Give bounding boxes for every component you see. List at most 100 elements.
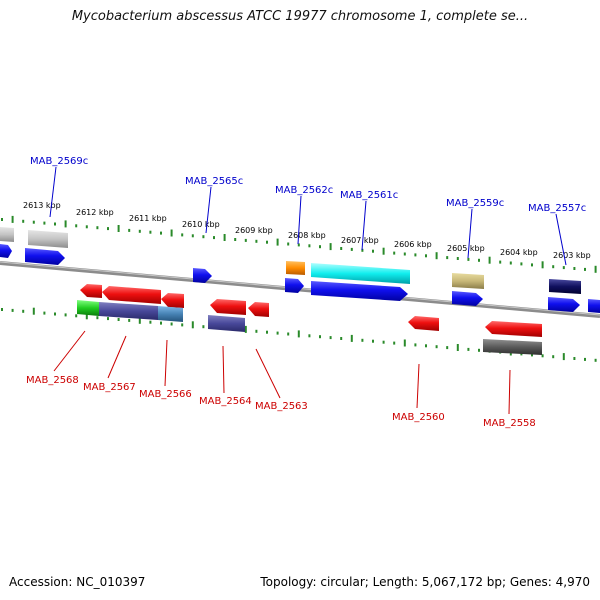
minor-tick	[297, 243, 300, 247]
gene-feature[interactable]	[0, 244, 12, 258]
ruler-label: 2607 kbp	[341, 236, 379, 245]
gene-feature[interactable]	[208, 315, 245, 332]
minor-tick	[96, 316, 99, 320]
minor-tick	[573, 357, 576, 360]
minor-tick	[403, 252, 406, 256]
gene-label-reverse[interactable]: MAB_2564	[199, 396, 252, 407]
minor-tick	[202, 325, 205, 329]
gene-feature[interactable]	[102, 286, 161, 304]
minor-tick	[276, 331, 279, 335]
gene-feature[interactable]	[548, 297, 580, 312]
major-tick	[562, 353, 565, 361]
minor-tick	[54, 312, 56, 316]
gene-feature[interactable]	[161, 293, 184, 308]
minor-tick	[531, 263, 533, 267]
minor-tick	[340, 247, 343, 250]
gene-feature[interactable]	[77, 300, 99, 316]
ruler-label: 2603 kbp	[553, 251, 591, 260]
minor-tick	[393, 251, 396, 255]
major-tick	[382, 247, 385, 255]
minor-tick	[287, 332, 290, 336]
minor-tick	[478, 348, 480, 352]
gene-feature[interactable]	[99, 302, 158, 320]
gene-feature[interactable]	[80, 284, 102, 298]
minor-tick	[393, 341, 396, 345]
ruler-label: 2612 kbp	[76, 208, 114, 217]
gene-feature[interactable]	[286, 261, 305, 275]
gene-feature[interactable]	[210, 299, 246, 315]
minor-tick	[446, 346, 449, 350]
minor-tick	[43, 221, 46, 225]
gene-label-reverse[interactable]: MAB_2558	[483, 418, 536, 429]
gene-label-reverse[interactable]: MAB_2563	[255, 401, 308, 412]
minor-tick	[467, 347, 470, 351]
minor-tick	[425, 254, 427, 258]
major-tick	[32, 307, 35, 315]
gene-feature[interactable]	[193, 268, 212, 283]
gene-label-forward[interactable]: MAB_2569c	[30, 156, 88, 167]
minor-tick	[255, 329, 258, 333]
minor-tick	[32, 220, 35, 224]
gene-label-forward[interactable]: MAB_2559c	[446, 198, 504, 209]
genome-summary: Topology: circular; Length: 5,067,172 bp…	[260, 575, 590, 589]
minor-tick	[213, 236, 215, 240]
major-tick	[191, 321, 194, 329]
gene-feature[interactable]	[483, 339, 542, 355]
gene-feature[interactable]	[248, 302, 269, 317]
gene-feature[interactable]	[0, 227, 14, 242]
ruler-label: 2606 kbp	[394, 240, 432, 249]
gene-label-reverse[interactable]: MAB_2560	[392, 412, 445, 423]
gene-feature[interactable]	[28, 230, 68, 248]
minor-tick	[160, 231, 162, 235]
minor-tick	[509, 261, 512, 265]
minor-tick	[414, 343, 417, 347]
gene-label-forward[interactable]: MAB_2557c	[528, 203, 586, 214]
gene-feature[interactable]	[311, 281, 408, 301]
major-tick	[276, 238, 279, 246]
gene-label-forward[interactable]: MAB_2565c	[185, 176, 243, 187]
outer-tick-row	[1, 215, 597, 273]
gene-feature[interactable]	[158, 306, 183, 322]
minor-tick	[414, 253, 417, 257]
gene-feature[interactable]	[25, 248, 65, 265]
gene-feature[interactable]	[285, 278, 304, 293]
gene-label-reverse[interactable]: MAB_2568	[26, 375, 79, 386]
gene-feature[interactable]	[452, 273, 484, 289]
minor-tick	[340, 337, 343, 340]
gene-feature[interactable]	[452, 291, 483, 306]
major-tick	[64, 220, 67, 228]
minor-tick	[22, 219, 25, 223]
gene-label-forward[interactable]: MAB_2562c	[275, 185, 333, 196]
minor-tick	[266, 330, 268, 334]
minor-tick	[552, 355, 555, 359]
ruler-label: 2604 kbp	[500, 248, 538, 257]
minor-tick	[329, 336, 332, 340]
gene-label-reverse[interactable]: MAB_2567	[83, 382, 136, 393]
gene-feature[interactable]	[485, 321, 542, 337]
minor-tick	[361, 338, 364, 342]
major-tick	[329, 243, 332, 251]
major-tick	[297, 330, 300, 338]
ruler-label: 2613 kbp	[23, 201, 61, 210]
minor-tick	[446, 256, 449, 260]
gene-feature[interactable]	[408, 316, 439, 331]
minor-tick	[319, 245, 321, 249]
gene-label-forward[interactable]: MAB_2561c	[340, 190, 398, 201]
major-tick	[11, 215, 14, 223]
major-tick	[223, 234, 226, 241]
map-title: Mycobacterium abscessus ATCC 19977 chrom…	[71, 9, 529, 24]
minor-tick	[117, 318, 120, 321]
minor-tick	[149, 230, 152, 234]
gene-feature[interactable]	[588, 299, 600, 313]
major-tick	[170, 229, 173, 237]
major-tick	[456, 344, 459, 351]
gene-label-reverse[interactable]: MAB_2566	[139, 389, 192, 400]
gene-feature[interactable]	[311, 263, 410, 284]
major-tick	[488, 256, 491, 264]
gene-feature[interactable]	[549, 279, 581, 294]
minor-tick	[149, 320, 152, 324]
minor-tick	[138, 229, 141, 233]
minor-tick	[425, 344, 427, 348]
minor-tick	[43, 311, 46, 315]
